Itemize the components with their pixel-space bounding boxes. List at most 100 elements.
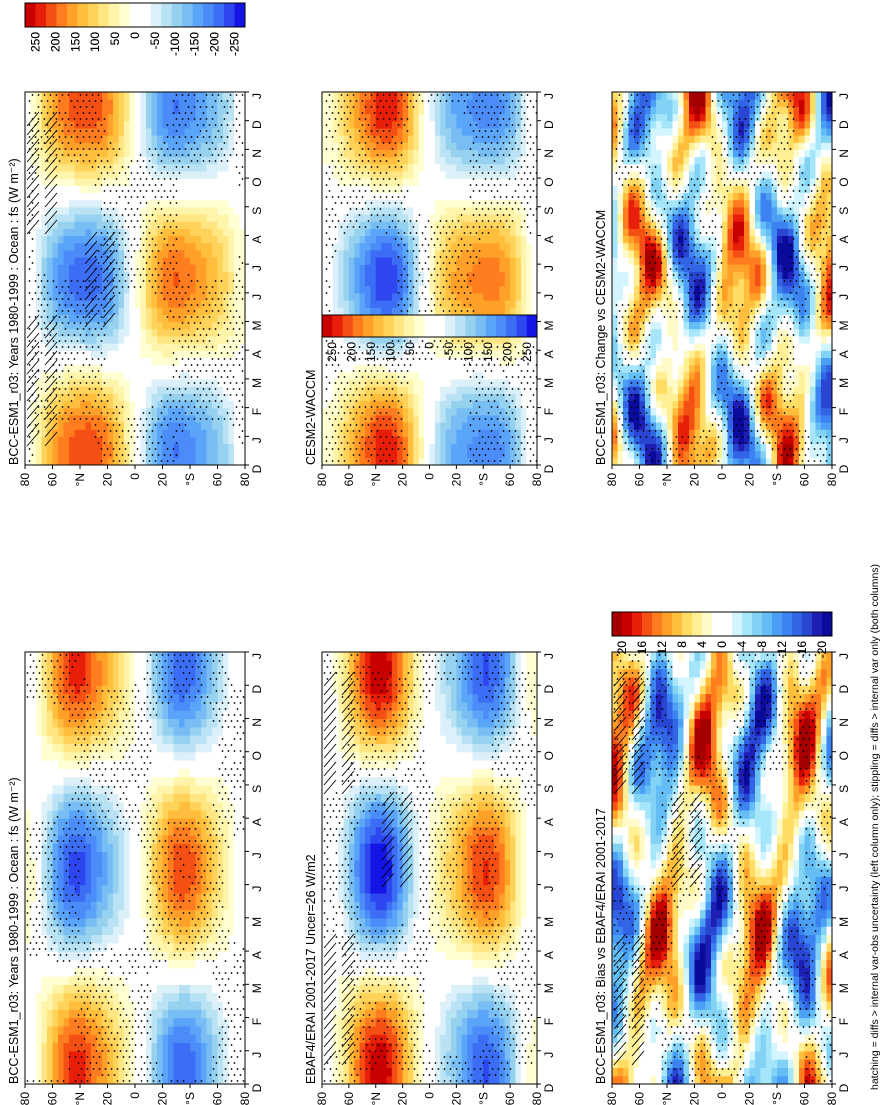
colorbar-tick-label: 250 <box>28 32 42 52</box>
month-tick-label: M <box>542 378 556 388</box>
month-tick-label: A <box>250 350 264 358</box>
latitude-tick-label: 60 <box>633 473 647 487</box>
month-tick-label: S <box>837 785 851 793</box>
month-tick-label: M <box>250 321 264 331</box>
colorbar-swatch <box>140 3 152 27</box>
colorbar-tick-label: 200 <box>48 32 62 52</box>
month-tick-label: J <box>250 265 264 271</box>
latitude-tick-label: 80 <box>530 473 544 487</box>
latitude-tick-label: °N <box>73 473 87 486</box>
colorbar-tick-label: -150 <box>481 342 495 366</box>
colorbar-swatch <box>56 3 68 27</box>
colorbar: 250 200 150 100 50 0 -50 -100 -150 -200 -250 <box>24 2 246 56</box>
colorbar-swatch <box>203 3 214 27</box>
colorbar-swatch <box>622 612 633 636</box>
latitude-tick-label: 80 <box>315 473 329 487</box>
colorbar-swatch <box>129 3 141 27</box>
colorbar-tick-label: -50 <box>148 32 162 50</box>
stippling <box>325 94 537 462</box>
month-tick-label: O <box>250 177 264 186</box>
colorbar-tick-label: -150 <box>188 32 202 56</box>
colorbar-tick-label: 8 <box>675 641 689 648</box>
month-tick-label: S <box>837 207 851 215</box>
latitude-axis: 80 60 °N 20 0 20 °S 60 80 <box>315 465 544 486</box>
colorbar-tick-label: -20 <box>815 641 829 659</box>
colorbar: 250 200 150 100 50 0 -50 -100 -150 -200 -250 <box>321 314 538 366</box>
stippling <box>28 94 245 462</box>
colorbar-swatch <box>119 3 131 27</box>
colorbar-swatch <box>506 315 517 337</box>
month-tick-label: M <box>837 378 851 388</box>
colorbar-tick-label: -100 <box>168 32 182 56</box>
latitude-tick-label: 60 <box>342 1092 356 1105</box>
latitude-tick-label: °S <box>770 1092 784 1105</box>
latitude-tick-label: 20 <box>156 1092 170 1105</box>
colorbar-swatch <box>322 315 333 337</box>
colorbar-swatch <box>150 3 162 27</box>
latitude-tick-label: 0 <box>423 1092 437 1099</box>
month-tick-label: M <box>542 321 556 331</box>
colorbar-tick-label: 150 <box>364 342 378 362</box>
latitude-tick-label: °N <box>660 473 674 486</box>
latitude-tick-label: °N <box>660 1092 674 1105</box>
stippling <box>323 654 537 1082</box>
month-axis: D J F M A M J J A S O N D J <box>245 91 264 473</box>
month-axis: D J F M A M J J A S O N D J <box>245 651 264 1092</box>
month-tick-label: M <box>837 321 851 331</box>
month-tick-label: J <box>542 265 556 271</box>
latitude-tick-label: 60 <box>211 1092 225 1105</box>
month-tick-label: F <box>250 1018 264 1025</box>
month-tick-label: J <box>250 653 264 659</box>
colorbar-tick-label: -50 <box>442 342 456 360</box>
month-tick-label: N <box>250 149 264 158</box>
month-tick-label: A <box>837 951 851 959</box>
month-tick-label: J <box>837 294 851 300</box>
colorbar-tick-label: 12 <box>655 641 669 655</box>
hatching <box>613 671 703 1066</box>
month-tick-label: D <box>250 464 264 473</box>
latitude-axis: 80 60 °N 20 0 20 °S 60 80 <box>18 465 252 486</box>
month-tick-label: A <box>542 235 556 243</box>
latitude-tick-label: 20 <box>101 473 115 487</box>
colorbar-tick-label: 200 <box>48 32 62 52</box>
month-tick-label: J <box>837 886 851 892</box>
colorbar-tick-label: 200 <box>345 342 359 362</box>
colorbar-swatch <box>742 612 753 636</box>
month-tick-label: F <box>837 1018 851 1025</box>
latitude-tick-label: 80 <box>18 473 32 487</box>
colorbar-swatch <box>373 315 384 337</box>
colorbar-swatch <box>362 315 374 337</box>
month-tick-label: O <box>542 177 556 186</box>
colorbar-swatch <box>87 3 99 27</box>
month-tick-label: M <box>250 917 264 927</box>
latitude-tick-label: 0 <box>715 1092 729 1099</box>
colorbar-tick-label: 100 <box>384 342 398 362</box>
colorbar-tick-label: -16 <box>795 641 809 659</box>
latitude-tick-label: 60 <box>503 1092 517 1105</box>
colorbar-tick-label: -12 <box>775 641 789 659</box>
latitude-axis: 80 60 °N 20 0 20 °S 60 80 <box>315 1084 544 1105</box>
colorbar-tick-label: -250 <box>228 32 242 56</box>
month-tick-label: A <box>542 818 556 826</box>
month-tick-label: J <box>542 294 556 300</box>
colorbar-tick-label: -200 <box>208 32 222 56</box>
month-tick-label: J <box>250 437 264 443</box>
month-tick-label: F <box>837 408 851 415</box>
month-tick-label: A <box>542 951 556 959</box>
latitude-tick-label: 0 <box>128 1092 142 1099</box>
colorbar-swatch <box>108 3 120 27</box>
month-axis: D J F M A M J J A S O N D J <box>537 91 556 473</box>
colorbar-tick-label: -8 <box>755 641 769 652</box>
month-tick-label: J <box>542 852 556 858</box>
colorbar-tick-label: -150 <box>188 32 202 56</box>
colorbar: 20 16 12 8 4 0 -4 -8 -12 -16 -20 <box>611 611 833 659</box>
month-tick-label: D <box>542 464 556 473</box>
latitude-tick-label: 20 <box>396 473 410 487</box>
colorbar-swatch <box>161 3 173 27</box>
colorbar-tick-label: -200 <box>500 342 514 366</box>
latitude-tick-label: 60 <box>211 473 225 487</box>
